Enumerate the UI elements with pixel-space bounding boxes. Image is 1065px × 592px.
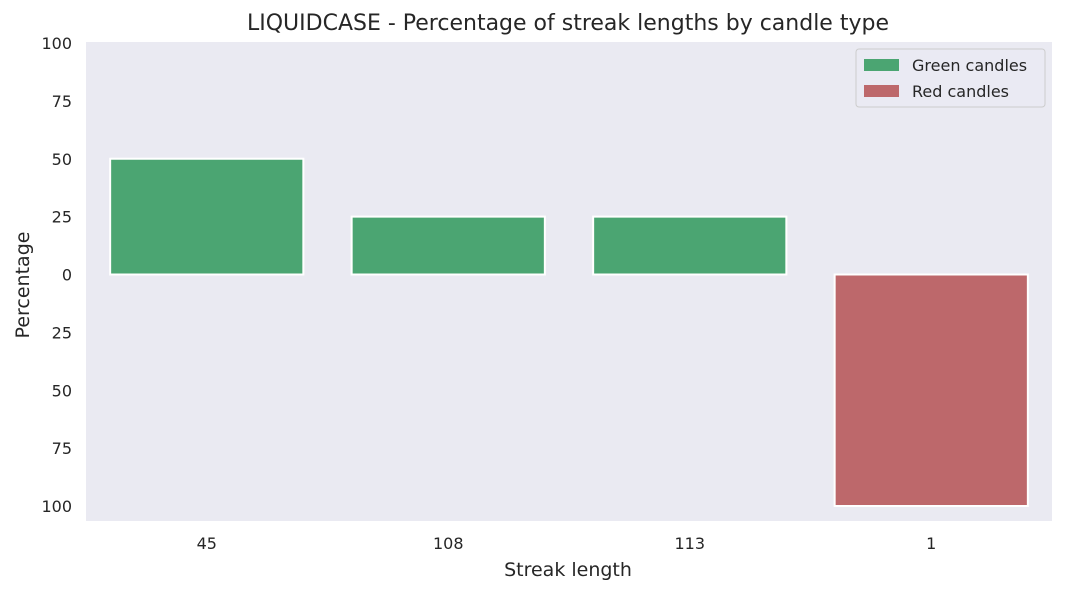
x-tick-label: 108 <box>433 534 464 553</box>
y-tick-label: 75 <box>52 439 72 458</box>
y-tick-label: 100 <box>41 497 72 516</box>
y-tick-label: 75 <box>52 92 72 111</box>
y-axis-label: Percentage <box>12 232 34 339</box>
bar-series-0-113 <box>592 215 788 276</box>
x-tick-label: 45 <box>197 534 217 553</box>
y-tick-label: 0 <box>62 266 72 285</box>
legend-label: Green candles <box>912 56 1027 75</box>
legend-swatch <box>864 59 899 71</box>
y-tick-label: 50 <box>52 381 72 400</box>
y-ticks: 100 75 50 25 0 25 50 75 100 <box>41 34 72 516</box>
bars-layer <box>109 157 1029 507</box>
y-tick-label: 100 <box>41 34 72 53</box>
x-tick-label: 1 <box>926 534 936 553</box>
chart-title: LIQUIDCASE - Percentage of streak length… <box>247 11 889 36</box>
y-tick-label: 50 <box>52 150 72 169</box>
bar-series-0-108 <box>350 215 546 276</box>
bar-series-1-1 <box>833 273 1029 507</box>
bar-series-0-45 <box>109 157 305 276</box>
legend-box <box>855 48 1046 108</box>
legend: Green candles Red candles <box>855 48 1046 108</box>
y-tick-label: 25 <box>52 323 72 342</box>
legend-label: Red candles <box>912 82 1009 101</box>
y-tick-label: 25 <box>52 208 72 227</box>
legend-swatch <box>864 85 899 97</box>
x-tick-label: 113 <box>674 534 705 553</box>
x-axis-label: Streak length <box>504 559 632 581</box>
x-ticks: 45 108 113 1 <box>197 534 937 553</box>
